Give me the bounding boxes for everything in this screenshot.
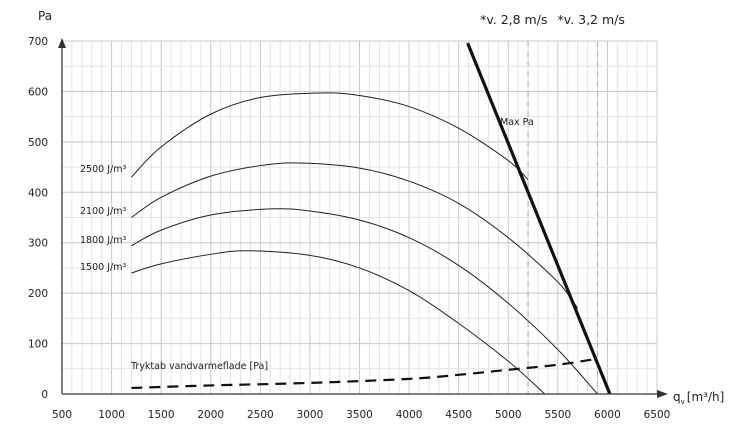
y-axis-arrow-icon [58, 38, 66, 48]
x-axis-label: qv [m³/h] [673, 390, 724, 406]
x-tick-label: 500 [52, 409, 72, 421]
reference-line-label: *v. 3,2 m/s [558, 12, 625, 27]
x-tick-label: 6000 [594, 409, 621, 421]
x-axis-label-sub: v [681, 398, 685, 406]
x-tick-label: 1500 [148, 409, 175, 421]
x-tick-label: 6500 [644, 409, 671, 421]
x-axis-label-q: q [673, 390, 681, 404]
x-tick-label: 2500 [247, 409, 274, 421]
x-tick-label: 4500 [445, 409, 472, 421]
y-tick-label: 400 [28, 187, 48, 199]
x-tick-label: 1000 [98, 409, 125, 421]
x-tick-label: 2000 [197, 409, 224, 421]
y-tick-label: 0 [41, 389, 48, 401]
series-label: 1800 J/m³ [80, 235, 126, 246]
series-line-2100-j-m- [131, 162, 579, 309]
series-line-2500-j-m- [131, 92, 529, 181]
axes [58, 38, 668, 398]
series-line-1500-j-m- [131, 250, 546, 395]
series-label: 1500 J/m³ [80, 262, 126, 273]
grid [61, 40, 658, 395]
x-tick-label: 4000 [396, 409, 423, 421]
y-tick-label: 600 [28, 86, 48, 98]
series-label: Tryktab vandvarmeflade [Pa] [130, 361, 268, 372]
y-tick-label: 200 [28, 288, 48, 300]
series-label: Max Pa [500, 117, 534, 128]
x-tick-label: 5500 [544, 409, 571, 421]
x-tick-label: 5000 [495, 409, 522, 421]
y-tick-label: 300 [28, 238, 48, 250]
tick-labels: 500 1000 1500 2000 2500 3000 3500 4000 4500 5000 5… [28, 36, 670, 421]
y-tick-label: 500 [28, 137, 48, 149]
x-axis-arrow-icon [657, 390, 668, 398]
reference-line-label: *v. 2,8 m/s [480, 12, 547, 27]
series-line-1800-j-m- [131, 208, 598, 395]
y-tick-label: 100 [28, 339, 48, 351]
y-axis-label: Pa [38, 9, 52, 23]
series-label: 2500 J/m³ [80, 164, 126, 175]
series-group [131, 42, 612, 395]
x-tick-label: 3000 [297, 409, 324, 421]
series-labels: *v. 2,8 m/s *v. 3,2 m/s 2500 J/m³ 2100 J/m³… [80, 12, 625, 372]
series-line-max-pa [466, 42, 612, 395]
reference-lines [527, 41, 599, 394]
y-tick-label: 700 [28, 36, 48, 48]
series-line-tryktab-vandvarmeflade-pa- [131, 357, 598, 390]
x-tick-label: 3500 [346, 409, 373, 421]
x-axis-label-unit: [m³/h] [687, 390, 725, 404]
series-label: 2100 J/m³ [80, 206, 126, 217]
